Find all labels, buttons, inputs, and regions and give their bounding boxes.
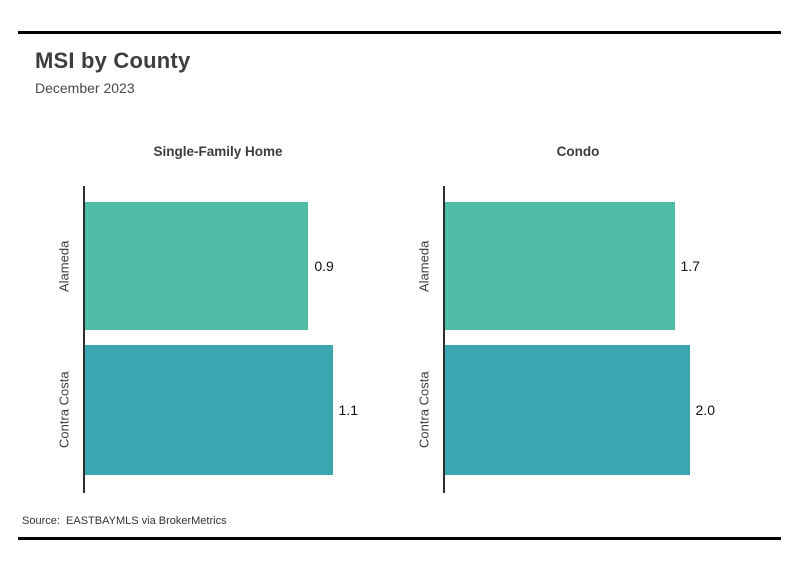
bar-alameda <box>85 202 309 330</box>
page-title: MSI by County <box>35 48 191 73</box>
bar-row-contra-costa: Contra Costa 1.1 <box>57 345 358 475</box>
chart-title-single-family-home: Single-Family Home <box>153 144 283 159</box>
chart-panel-condo: Condo Alameda 1.7 Contra Costa 2.0 <box>417 144 783 500</box>
bottom-divider <box>18 537 781 540</box>
bar-alameda <box>445 202 675 330</box>
bar-row-contra-costa: Contra Costa 2.0 <box>417 345 715 475</box>
plot-area: Alameda 1.7 Contra Costa 2.0 <box>417 186 715 493</box>
y-axis-label-alameda: Alameda <box>416 240 432 292</box>
top-divider <box>18 31 781 34</box>
page-subtitle: December 2023 <box>35 80 135 96</box>
y-axis-line <box>83 186 85 493</box>
y-axis-label-alameda: Alameda <box>56 240 72 292</box>
bar-contra-costa <box>445 345 690 475</box>
plot-area: Alameda 0.9 Contra Costa 1.1 <box>57 186 358 493</box>
source-note: Source: EASTBAYMLS via BrokerMetrics <box>22 515 227 527</box>
bar-row-alameda: Alameda 0.9 <box>57 202 358 330</box>
y-axis-line <box>443 186 445 493</box>
bar-row-alameda: Alameda 1.7 <box>417 202 715 330</box>
value-label-contra-costa: 1.1 <box>338 402 358 418</box>
value-label-alameda: 0.9 <box>314 258 334 274</box>
chart-title-condo: Condo <box>556 144 600 159</box>
value-label-contra-costa: 2.0 <box>695 402 715 418</box>
chart-panel-single-family-home: Single-Family Home Alameda 0.9 Contra Co… <box>57 144 423 500</box>
bar-contra-costa <box>85 345 333 475</box>
y-axis-label-contra-costa: Contra Costa <box>416 371 432 449</box>
value-label-alameda: 1.7 <box>680 258 700 274</box>
y-axis-label-contra-costa: Contra Costa <box>56 371 72 449</box>
